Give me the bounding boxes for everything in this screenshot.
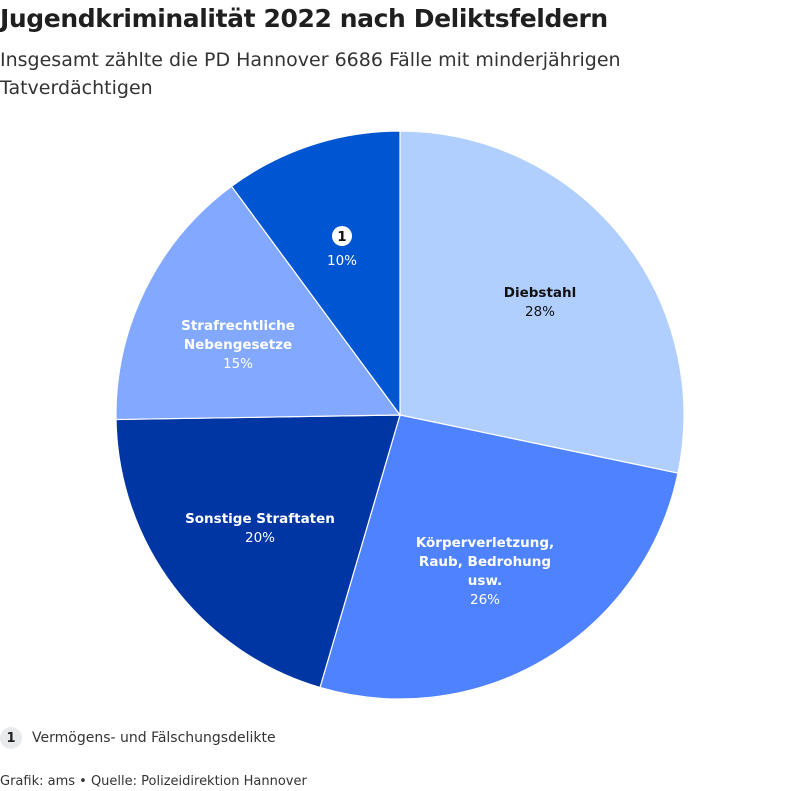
slice-name: Körperverletzung, xyxy=(416,535,554,551)
slice-label-2: Körperverletzung, Raub, Bedrohung usw. 26% xyxy=(416,535,554,608)
slice-name: Strafrechtliche xyxy=(181,318,295,334)
slice-value: 10% xyxy=(327,253,357,269)
footnote-marker: 1 xyxy=(0,727,22,749)
chart-title: Jugendkriminalität 2022 nach Deliktsfeld… xyxy=(0,4,608,33)
pie-slice-1 xyxy=(399,130,685,474)
slice-name: usw. xyxy=(468,573,502,589)
footnote: 1 Vermögens- und Fälschungsdelikte xyxy=(0,727,276,749)
slice-label-3: Sonstige Straftaten 20% xyxy=(185,511,335,546)
slice-name: Sonstige Straftaten xyxy=(185,511,335,527)
pie-slice-4 xyxy=(115,185,402,421)
slice-label-1: Diebstahl 28% xyxy=(504,285,577,320)
chart-subtitle: Insgesamt zählte die PD Hannover 6686 Fä… xyxy=(0,49,621,99)
slice-value: 15% xyxy=(223,356,253,372)
slice-label-5: 1 10% xyxy=(327,226,357,269)
slice-name: Raub, Bedrohung xyxy=(419,554,551,570)
pie-slice-5 xyxy=(230,130,401,417)
pie-slice-2 xyxy=(319,414,679,700)
slice-value: 26% xyxy=(470,592,500,608)
footnote-badge-icon xyxy=(332,226,352,246)
slice-value: 28% xyxy=(525,304,555,320)
source-credits: Grafik: ams • Quelle: Polizeidirektion H… xyxy=(0,774,307,789)
slice-name: 1 xyxy=(337,229,346,245)
slice-value: 20% xyxy=(245,530,275,546)
pie-slice-3 xyxy=(115,414,401,689)
footnote-text: Vermögens- und Fälschungsdelikte xyxy=(32,730,276,746)
slice-name: Nebengesetze xyxy=(184,337,292,353)
slice-name: Diebstahl xyxy=(504,285,577,301)
slice-label-4: Strafrechtliche Nebengesetze 15% xyxy=(181,318,295,372)
